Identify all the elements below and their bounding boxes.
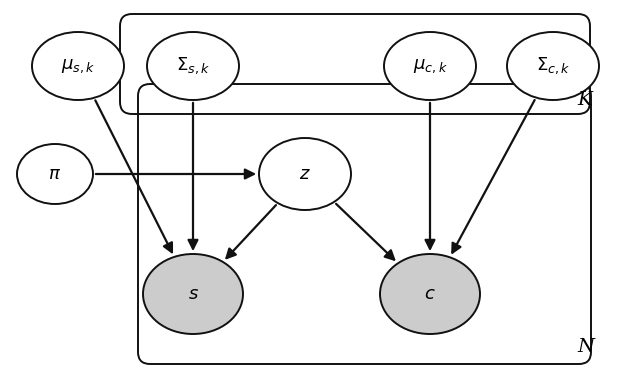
Text: $\Sigma_{s,k}$: $\Sigma_{s,k}$: [176, 56, 210, 76]
Text: N: N: [577, 338, 594, 356]
Text: $s$: $s$: [188, 285, 198, 303]
Text: $\pi$: $\pi$: [49, 165, 61, 183]
Ellipse shape: [143, 254, 243, 334]
Ellipse shape: [380, 254, 480, 334]
Ellipse shape: [507, 32, 599, 100]
Ellipse shape: [259, 138, 351, 210]
Text: $\mu_{s,k}$: $\mu_{s,k}$: [61, 57, 95, 75]
Text: $c$: $c$: [424, 285, 436, 303]
Text: $\Sigma_{c,k}$: $\Sigma_{c,k}$: [536, 56, 570, 76]
Ellipse shape: [17, 144, 93, 204]
Ellipse shape: [384, 32, 476, 100]
Text: $\mu_{c,k}$: $\mu_{c,k}$: [413, 57, 447, 75]
Text: $z$: $z$: [299, 165, 311, 183]
Text: K: K: [577, 91, 591, 109]
Ellipse shape: [32, 32, 124, 100]
Ellipse shape: [147, 32, 239, 100]
